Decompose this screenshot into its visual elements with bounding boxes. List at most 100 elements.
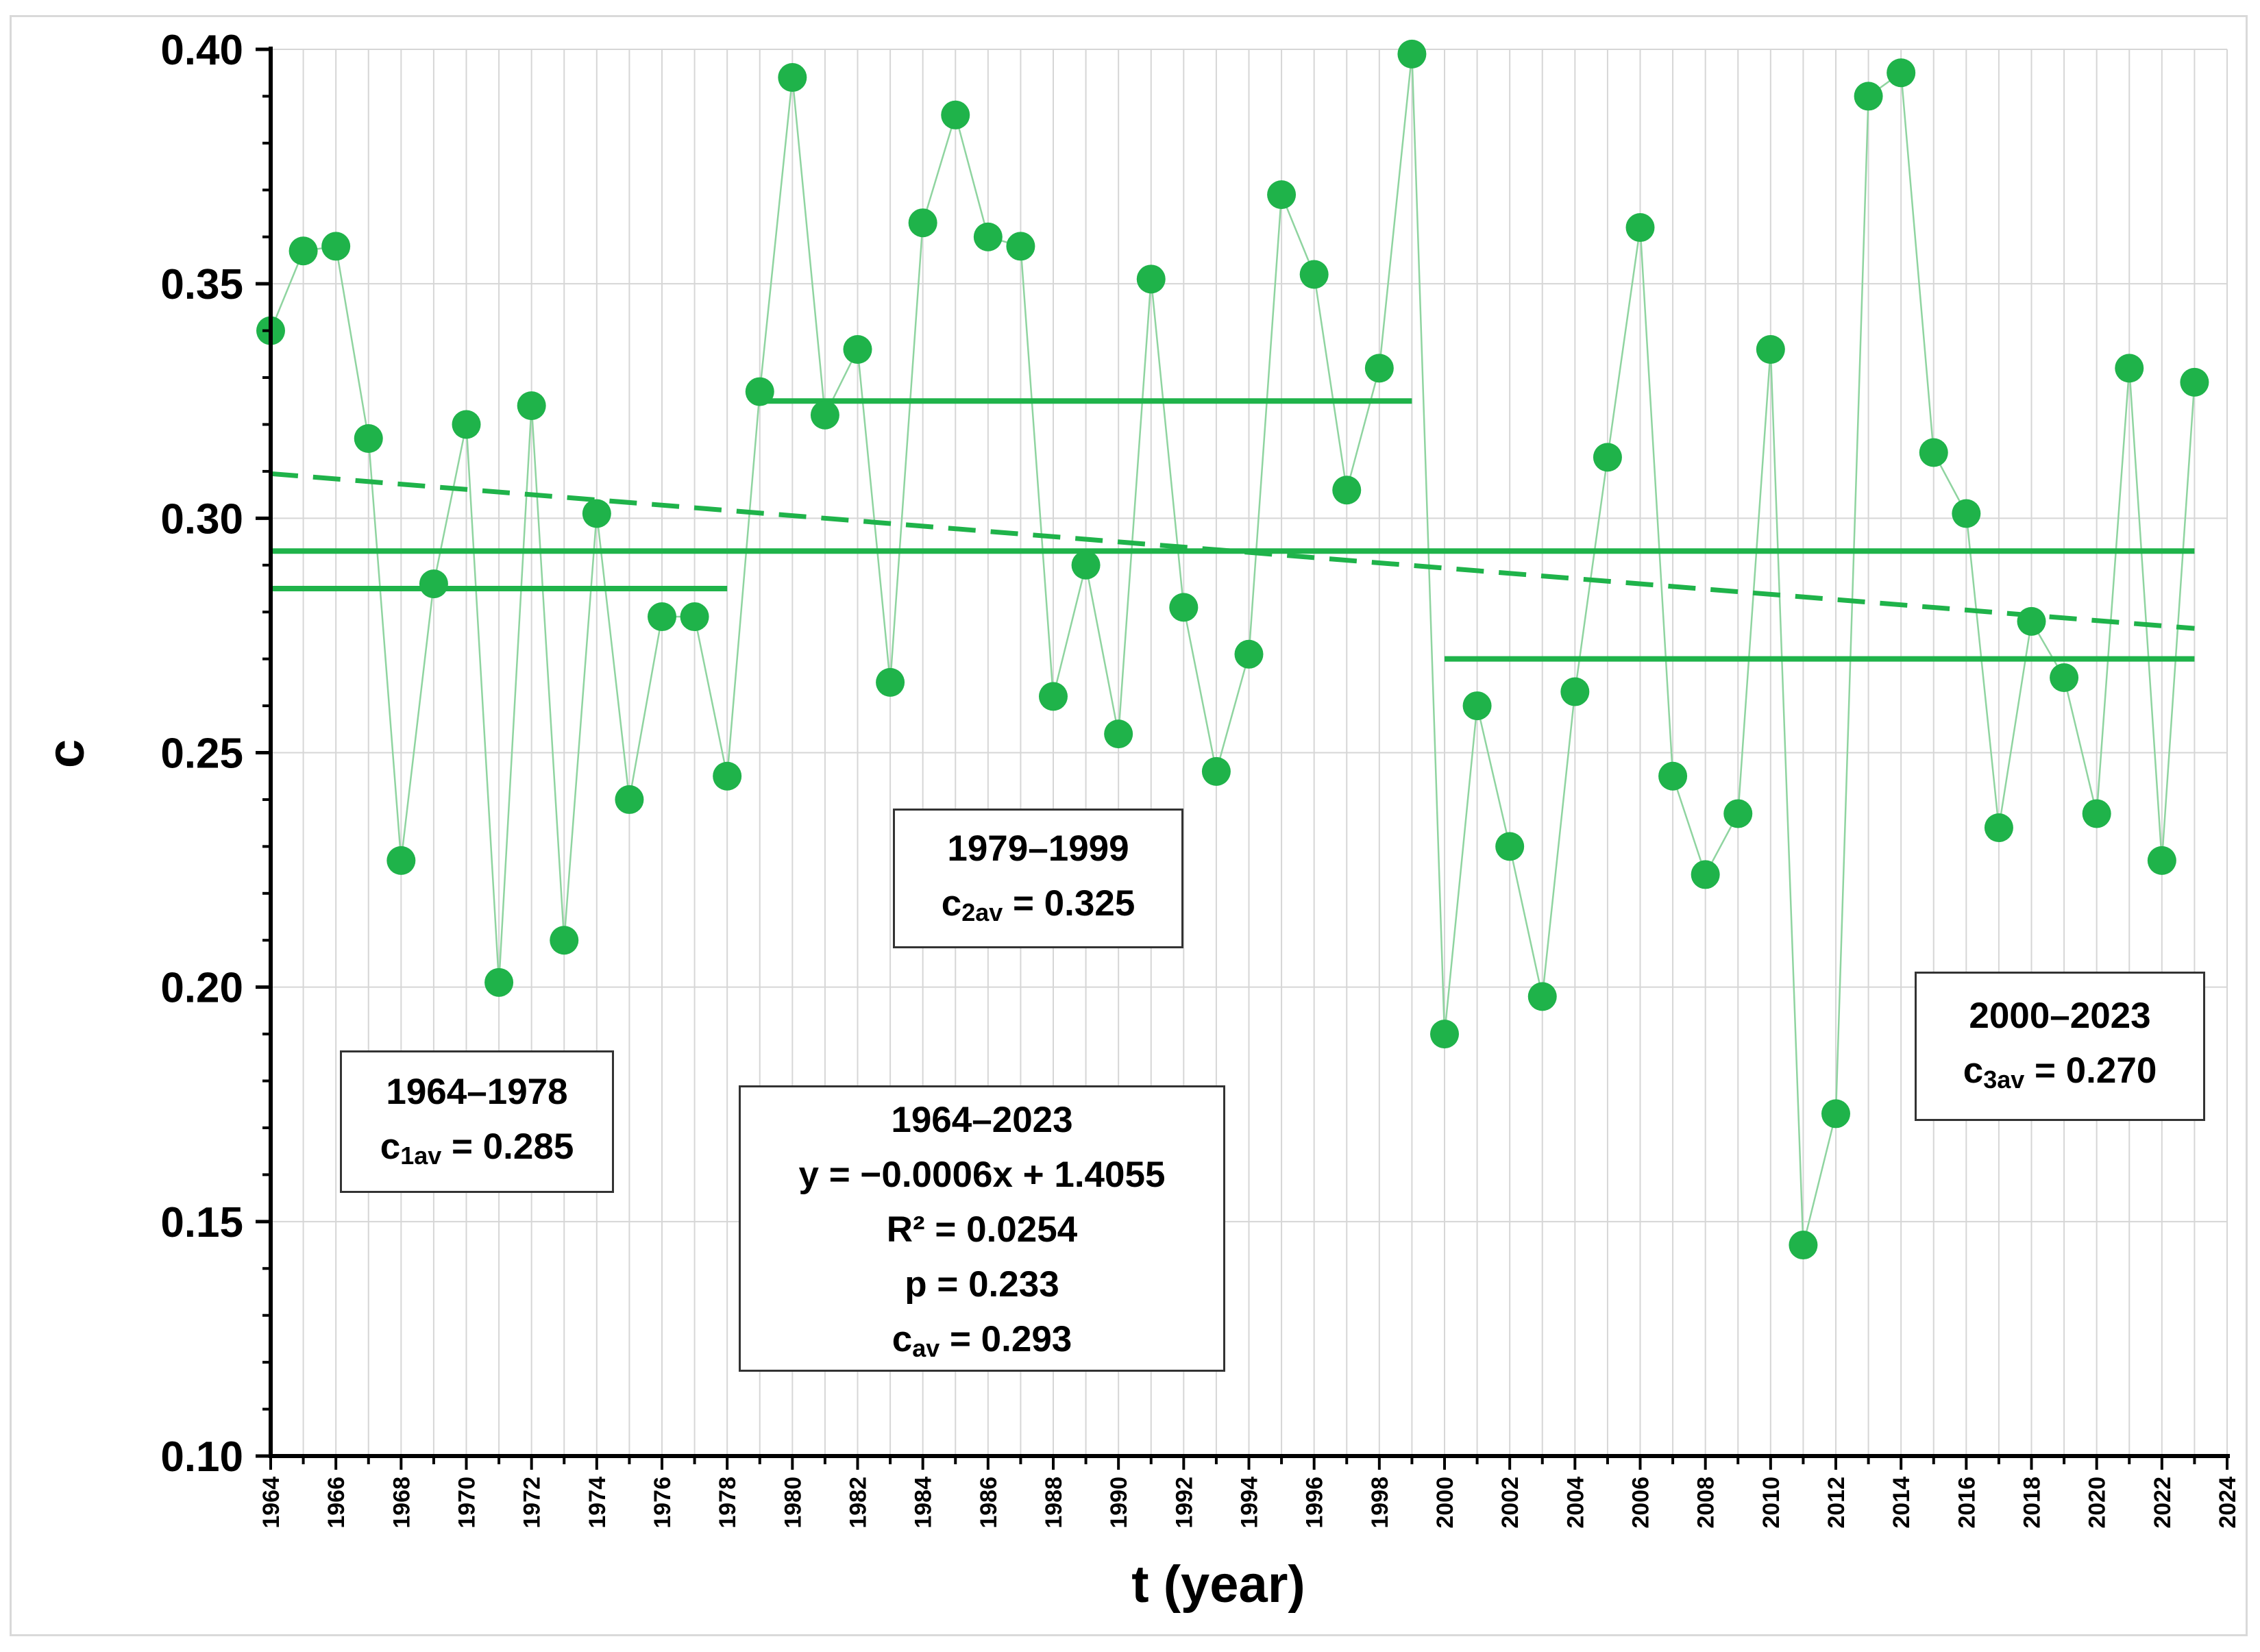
annotation-overall-mean: cav = 0.293 [892,1319,1072,1362]
data-point-1968 [386,846,416,875]
x-tick-label-1998: 1998 [1367,1477,1393,1529]
data-point-1974 [582,499,611,528]
x-tick-label-1980: 1980 [780,1477,806,1529]
data-point-1979 [745,377,774,406]
annotation-period3-years: 2000–2023 [1969,996,2151,1036]
x-tick-label-2008: 2008 [1693,1477,1719,1529]
data-point-2016 [1952,499,1981,528]
data-point-1977 [680,602,709,632]
data-point-1971 [484,967,514,997]
x-tick-label-2004: 2004 [1562,1477,1588,1529]
x-tick-label-1986: 1986 [976,1477,1002,1529]
data-point-1987 [1006,232,1035,261]
data-point-2011 [1789,1231,1818,1260]
annotation-period3: 2000–2023 c3av = 0.270 [1915,972,2205,1121]
x-tick-label-2024: 2024 [2215,1477,2241,1529]
annotation-overall-years: 1964–2023 [891,1100,1073,1140]
data-point-2000 [1430,1020,1459,1049]
figure-frame [10,15,2248,1636]
trend-line [270,471,2195,631]
data-point-2015 [1919,438,1948,467]
x-tick-label-1974: 1974 [585,1477,611,1529]
x-tick-label-1970: 1970 [454,1477,480,1529]
x-tick-label-1964: 1964 [258,1477,284,1529]
annotation-overall-p: p = 0.233 [905,1264,1059,1305]
x-tick-label-1996: 1996 [1302,1477,1328,1529]
data-point-1983 [876,667,905,697]
data-points [256,39,2209,1260]
data-point-2012 [1821,1099,1850,1129]
data-point-1972 [517,391,546,421]
data-point-1999 [1397,39,1427,69]
x-tick-label-2014: 2014 [1889,1477,1915,1529]
annotation-period2-years: 1979–1999 [947,828,1129,869]
data-point-2014 [1887,58,1916,88]
data-point-1998 [1364,354,1394,383]
reference-lines [270,398,2195,662]
x-tick-label-2020: 2020 [2085,1477,2111,1529]
data-point-1966 [321,232,351,261]
y-tick-label-0.20: 0.20 [160,965,243,1012]
data-point-1988 [1039,682,1068,711]
data-point-2018 [2017,606,2046,636]
tick-labels: 0.10 0.15 0.20 0.25 0.30 0.35 0.40 1964 1966 1968… [160,27,2241,1529]
y-axis-label: c [37,739,95,768]
data-point-2023 [2180,367,2209,397]
data-point-2008 [1691,860,1720,889]
x-tick-label-1988: 1988 [1041,1477,1067,1529]
data-point-2013 [1854,82,1883,111]
data-point-1982 [843,334,872,364]
x-axis-label: t (year) [1131,1555,1305,1614]
data-point-2019 [2050,663,2079,693]
y-tick-label-0.15: 0.15 [160,1199,243,1246]
data-point-1993 [1201,756,1231,786]
data-point-1991 [1136,264,1166,294]
data-point-2004 [1560,677,1590,706]
x-tick-label-1972: 1972 [519,1477,545,1529]
data-point-1967 [354,423,383,453]
data-point-2020 [2082,799,2111,828]
annotation-period1-mean: c1av = 0.285 [380,1126,574,1170]
data-point-1973 [550,926,579,955]
annotation-period3-mean: c3av = 0.270 [1963,1050,2157,1094]
annotation-period2: 1979–1999 c2av = 0.325 [893,809,1183,948]
x-tick-label-1994: 1994 [1237,1477,1263,1529]
x-tick-label-1978: 1978 [715,1477,741,1529]
data-point-2017 [1984,813,2013,842]
x-tick-label-2000: 2000 [1432,1477,1458,1529]
x-tick-label-2006: 2006 [1628,1477,1654,1529]
x-tick-label-2016: 2016 [1954,1477,1980,1529]
data-point-2002 [1495,832,1525,861]
annotation-period2-mean: c2av = 0.325 [941,883,1135,926]
data-point-2003 [1527,982,1557,1011]
data-point-1980 [778,63,807,93]
data-point-1996 [1299,260,1329,289]
x-tick-label-2022: 2022 [2150,1477,2176,1529]
x-tick-label-1984: 1984 [911,1477,937,1529]
data-point-1997 [1332,476,1362,505]
x-tick-label-1976: 1976 [650,1477,676,1529]
data-point-1970 [452,410,481,439]
data-point-2010 [1756,334,1785,364]
data-point-1992 [1169,593,1199,622]
y-tick-label-0.25: 0.25 [160,730,243,778]
data-point-2006 [1625,213,1655,243]
data-point-1976 [648,602,676,632]
data-point-1985 [941,100,970,130]
x-tick-label-2002: 2002 [1497,1477,1523,1529]
annotation-period1-years: 1964–1978 [386,1072,568,1112]
data-point-1978 [713,761,742,791]
x-tick-label-1990: 1990 [1106,1477,1132,1529]
data-point-1969 [419,569,448,599]
data-point-1975 [615,785,644,814]
x-tick-label-1966: 1966 [323,1477,349,1529]
annotation-overall: 1964–2023 y = −0.0006x + 1.4055 R² = 0.0… [739,1085,1225,1372]
annotation-overall-equation: y = −0.0006x + 1.4055 [798,1155,1166,1195]
y-tick-label-0.10: 0.10 [160,1433,243,1481]
data-point-1965 [288,236,318,266]
data-point-2005 [1593,443,1622,472]
x-tick-label-1968: 1968 [389,1477,415,1529]
x-tick-label-2018: 2018 [2019,1477,2046,1529]
data-point-2009 [1723,799,1753,828]
